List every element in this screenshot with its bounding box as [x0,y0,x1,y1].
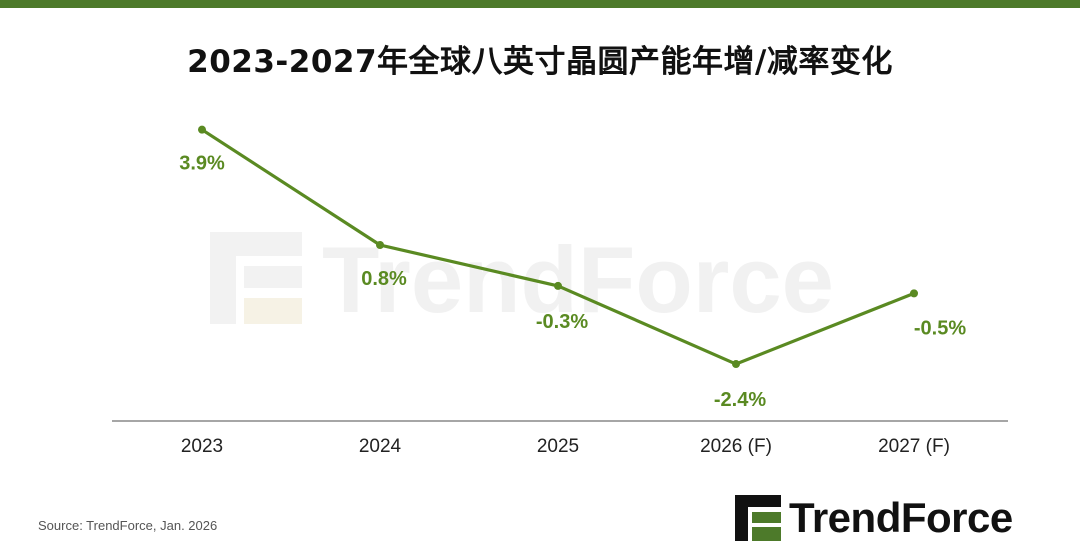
trendforce-logo: TrendForce [735,492,1013,544]
data-point [554,281,562,290]
data-label: -2.4% [714,389,766,411]
data-point [732,360,740,369]
x-tick-labels: 2023 2024 2025 2026 (F) 2027 (F) [181,436,950,457]
data-point [198,125,206,134]
x-tick-label: 2026 (F) [700,436,772,457]
x-tick-label: 2024 [359,436,402,457]
data-label: 3.9% [179,153,225,175]
top-accent-bar [0,0,1080,8]
data-point [376,241,384,249]
data-label: -0.3% [536,311,588,333]
data-label: -0.5% [914,317,966,339]
logo-text: TrendForce [789,494,1013,541]
watermark-logo-icon [210,232,302,324]
watermark: TrendForce [210,227,834,332]
chart-title: 2023-2027年全球八英寸晶圆产能年增/减率变化 [187,44,893,80]
trendforce-logo-icon [735,495,781,541]
data-point [910,289,918,298]
series-layer: 3.9% 0.8% -0.3% -2.4% -0.5% [179,125,966,411]
data-label: 0.8% [361,268,407,290]
x-tick-label: 2025 [537,436,579,457]
watermark-text: TrendForce [322,227,834,332]
source-note: Source: TrendForce, Jan. 2026 [38,518,218,533]
x-tick-label: 2023 [181,436,223,457]
x-tick-label: 2027 (F) [878,436,950,457]
